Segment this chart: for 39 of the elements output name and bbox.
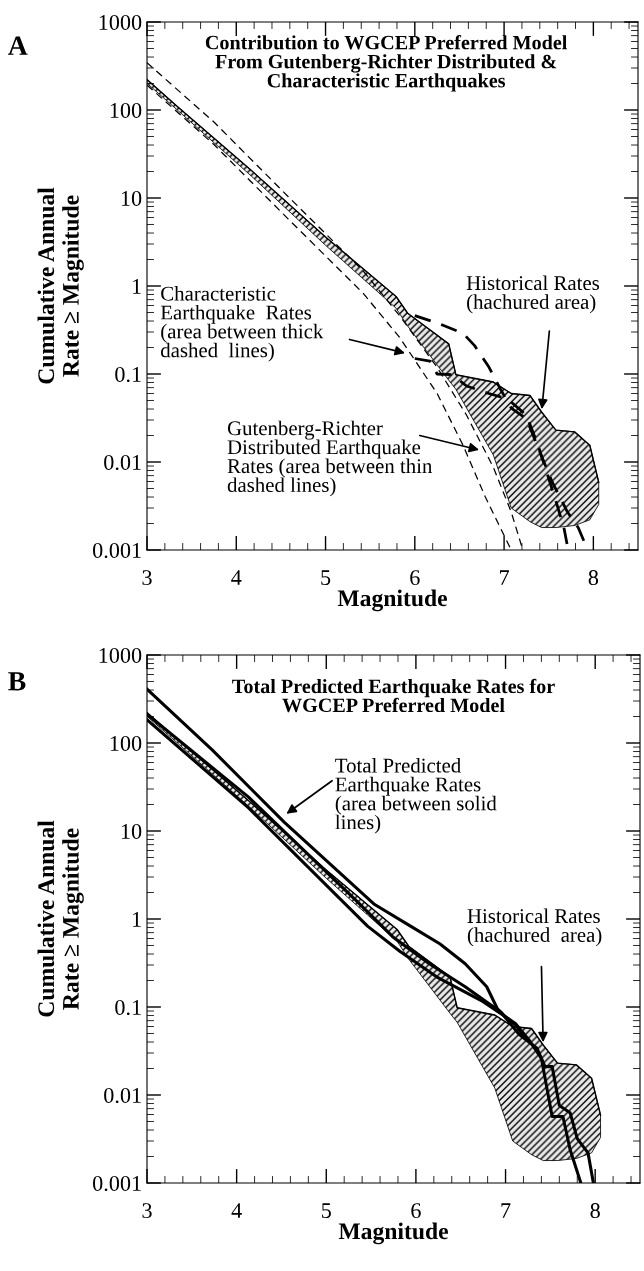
x-axis-title: Magnitude [338, 1222, 448, 1245]
y-tick-label: 100 [110, 102, 142, 118]
annotation: Gutenberg-Richter Distributed Earthquake Rates (area between thin dashed lines) [227, 420, 433, 497]
text: B [8, 672, 26, 691]
x-tick-label: 4 [231, 570, 242, 585]
x-tick-label: 7 [501, 1203, 511, 1218]
y-tick-label: 1000 [99, 14, 142, 30]
x-tick-label: 6 [411, 1203, 421, 1219]
annotation: Historical Rates (hachured area) [466, 275, 600, 314]
text: Total Predicted Earthquake Rates for WGCEP Preferred Model [232, 678, 555, 713]
x-tick-label: 3 [142, 1203, 152, 1219]
y-tick-label: 100 [110, 735, 142, 751]
annotation: Total Predicted Earthquake Rates (area between solid lines) [335, 757, 497, 834]
y-tick-label: 1 [132, 279, 141, 294]
y-tick-label: 0.1 [115, 999, 141, 1016]
y-tick-label: 0.001 [92, 542, 141, 559]
x-tick-label: 5 [321, 570, 331, 586]
x-tick-label: 7 [500, 570, 510, 585]
annotation: Characteristic Earthquake Rates (area between thick dashed lines) [160, 286, 324, 362]
text: A [8, 36, 28, 55]
x-tick-label: 8 [588, 570, 599, 586]
y-tick-label: 0.1 [115, 366, 141, 383]
x-tick-label: 4 [231, 1203, 242, 1218]
x-tick-label: 5 [322, 1203, 331, 1219]
x-tick-label: 3 [142, 570, 152, 586]
y-tick-label: 1 [132, 912, 141, 927]
y-axis-title: Cumulative Annual Rate ≥ Magnitude [37, 820, 84, 1017]
y-axis-title: Cumulative Annual Rate ≥ Magnitude [37, 187, 84, 384]
y-tick-label: 0.001 [92, 1175, 141, 1192]
y-tick-label: 10 [121, 190, 142, 206]
y-tick-label: 1000 [99, 647, 142, 663]
text: Contribution to WGCEP Preferred Model From Gutenberg-Richter Distributed & Characteristic Earthquakes [205, 35, 568, 92]
x-tick-label: 8 [590, 1203, 600, 1219]
y-tick-label: 10 [121, 823, 142, 839]
x-tick-label: 6 [410, 570, 420, 586]
x-axis-title: Magnitude [337, 589, 447, 612]
y-tick-label: 0.01 [104, 1087, 141, 1104]
y-tick-label: 0.01 [104, 454, 141, 471]
annotation: Historical Rates (hachured area) [467, 908, 602, 947]
